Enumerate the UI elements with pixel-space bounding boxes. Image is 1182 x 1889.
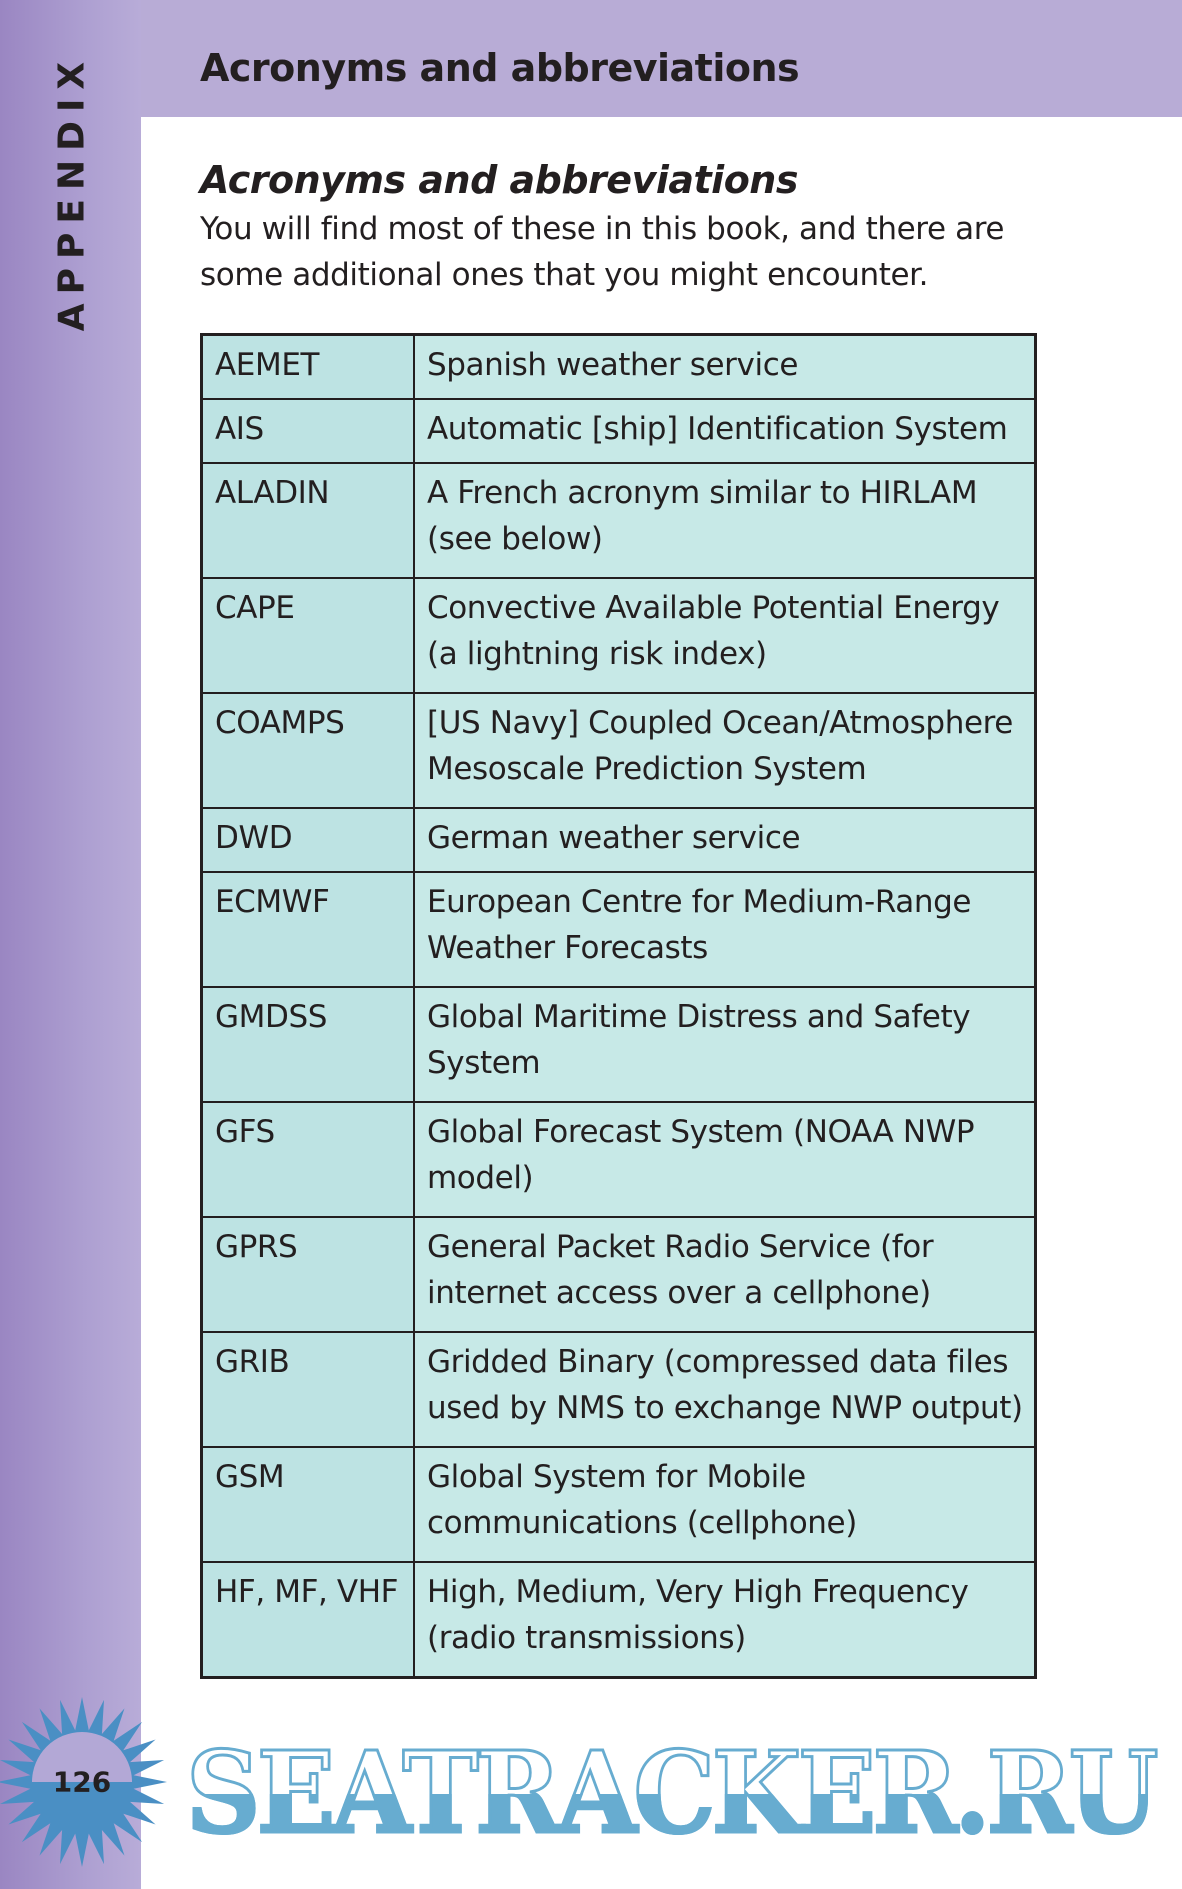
watermark: SEATRACKER.RU: [185, 1728, 1160, 1859]
table-row: GFS Global Forecast System (NOAA NWP mode…: [200, 1101, 1037, 1218]
term-cell: ALADIN: [200, 462, 415, 579]
definition-cell: European Centre for Medium-Range Weather…: [413, 871, 1037, 988]
definition-cell: A French acronym similar to HIRLAM (see …: [413, 462, 1037, 579]
page-header-title: Acronyms and abbreviations: [200, 46, 800, 90]
section-tab-label: APPENDIX: [51, 52, 93, 332]
table-row: AEMET Spanish weather service: [200, 333, 1037, 400]
table-row: CAPE Convective Available Potential Energ…: [200, 577, 1037, 694]
term-cell: DWD: [200, 807, 415, 873]
table-row: AIS Automatic [ship] Identification Syste…: [200, 398, 1037, 464]
term-cell: AEMET: [200, 333, 415, 400]
definition-cell: Automatic [ship] Identification System: [413, 398, 1037, 464]
definition-cell: Gridded Binary (compressed data files us…: [413, 1331, 1037, 1448]
table-row: ALADIN A French acronym similar to HIRLAM…: [200, 462, 1037, 579]
page-number: 126: [52, 1765, 112, 1799]
table-row: ECMWF European Centre for Medium-Range We…: [200, 871, 1037, 988]
side-strip: [0, 0, 141, 1889]
intro-text: You will find most of these in this book…: [200, 211, 1005, 293]
term-cell: GMDSS: [200, 986, 415, 1103]
header-band: [141, 0, 1182, 117]
term-cell: AIS: [200, 398, 415, 464]
definition-cell: Global Maritime Distress and Safety Syst…: [413, 986, 1037, 1103]
table-row: GRIB Gridded Binary (compressed data file…: [200, 1331, 1037, 1448]
starburst-highlight: [32, 1732, 132, 1782]
table-row: GSM Global System for Mobile communicatio…: [200, 1446, 1037, 1563]
term-cell: GSM: [200, 1446, 415, 1563]
table-row: GPRS General Packet Radio Service (for in…: [200, 1216, 1037, 1333]
table-row: GMDSS Global Maritime Distress and Safety…: [200, 986, 1037, 1103]
table-row: COAMPS [US Navy] Coupled Ocean/Atmosphere…: [200, 692, 1037, 809]
term-cell: ECMWF: [200, 871, 415, 988]
definition-cell: High, Medium, Very High Frequency (radio…: [413, 1561, 1037, 1679]
acronym-table: AEMET Spanish weather service AIS Automatic…: [200, 333, 1037, 1679]
definition-cell: German weather service: [413, 807, 1037, 873]
term-cell: GPRS: [200, 1216, 415, 1333]
definition-cell: Global Forecast System (NOAA NWP model): [413, 1101, 1037, 1218]
table-row: HF, MF, VHF High, Medium, Very High Frequ…: [200, 1561, 1037, 1679]
term-cell: COAMPS: [200, 692, 415, 809]
term-cell: GRIB: [200, 1331, 415, 1448]
definition-cell: Convective Available Potential Energy (a…: [413, 577, 1037, 694]
starburst-icon: [0, 1697, 167, 1867]
definition-cell: [US Navy] Coupled Ocean/Atmosphere Mesos…: [413, 692, 1037, 809]
table-row: DWD German weather service: [200, 807, 1037, 873]
definition-cell: Spanish weather service: [413, 333, 1037, 400]
definition-cell: General Packet Radio Service (for intern…: [413, 1216, 1037, 1333]
term-cell: HF, MF, VHF: [200, 1561, 415, 1679]
term-cell: GFS: [200, 1101, 415, 1218]
section-title: Acronyms and abbreviations: [200, 158, 798, 202]
definition-cell: Global System for Mobile communications …: [413, 1446, 1037, 1563]
term-cell: CAPE: [200, 577, 415, 694]
